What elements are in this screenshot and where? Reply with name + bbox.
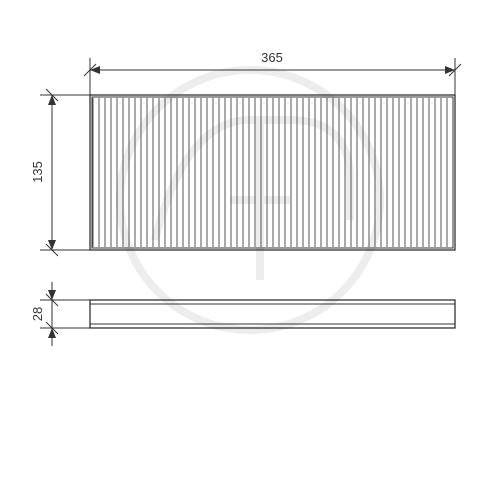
dim-height-label: 135 (30, 161, 45, 183)
technical-drawing: { "drawing": { "type": "technical-engine… (0, 0, 500, 500)
dim-thickness: 28 (30, 282, 90, 346)
dim-thickness-label: 28 (30, 307, 45, 321)
dim-height: 135 (30, 89, 90, 256)
dim-width-label: 365 (261, 50, 283, 65)
drawing-svg: 365 135 28 (0, 0, 500, 500)
side-view (90, 300, 455, 328)
